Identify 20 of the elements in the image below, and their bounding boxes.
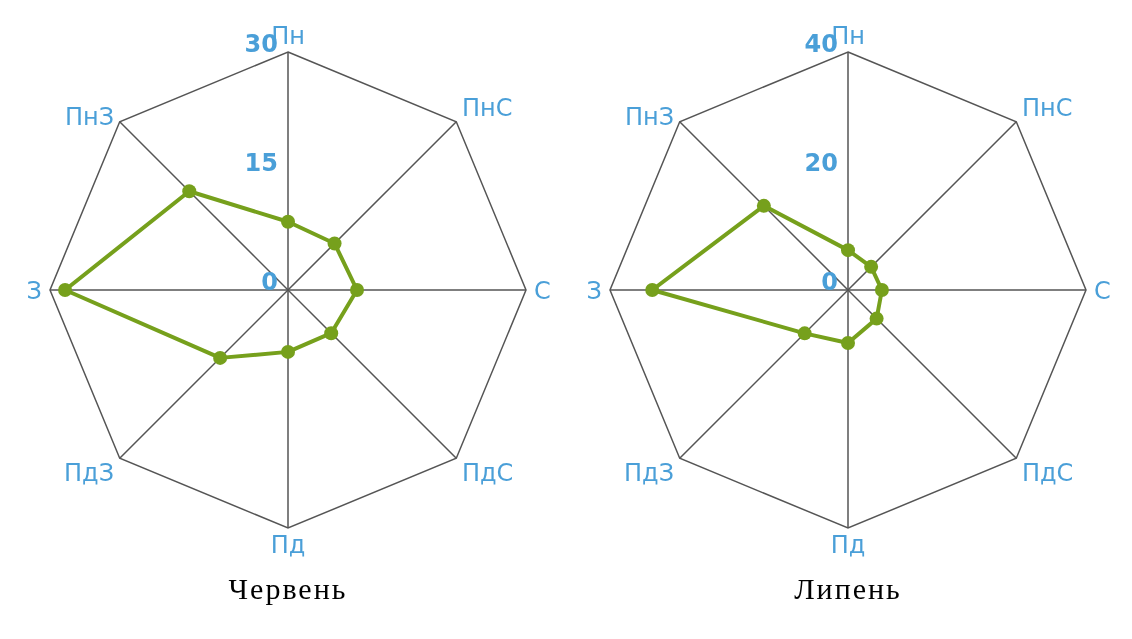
spoke-label: С bbox=[1094, 276, 1111, 305]
spoke-label: ПнС bbox=[1021, 94, 1073, 123]
y-tick-label: 0 bbox=[821, 268, 838, 296]
spoke-label: З bbox=[586, 276, 602, 305]
y-tick-label: 0 bbox=[261, 268, 278, 296]
spoke-label: З bbox=[26, 276, 42, 305]
spoke-label: Пд bbox=[830, 531, 866, 560]
text: Червень bbox=[228, 572, 348, 606]
spoke-label: ПдС bbox=[1021, 458, 1074, 487]
spoke-label: ПдЗ bbox=[624, 458, 675, 487]
spoke-label: ПнЗ bbox=[64, 102, 115, 131]
y-tick-label: 20 bbox=[804, 149, 838, 177]
spoke-label: ПдЗ bbox=[64, 458, 115, 487]
spoke-label: С bbox=[534, 276, 551, 305]
text: Липень bbox=[794, 572, 902, 606]
y-tick-label: 15 bbox=[244, 149, 278, 177]
spoke-label: ПнС bbox=[461, 94, 513, 123]
spoke-label: ПдС bbox=[461, 458, 514, 487]
spoke-label: ПнЗ bbox=[624, 102, 675, 131]
spoke-label: Пд bbox=[270, 531, 306, 560]
